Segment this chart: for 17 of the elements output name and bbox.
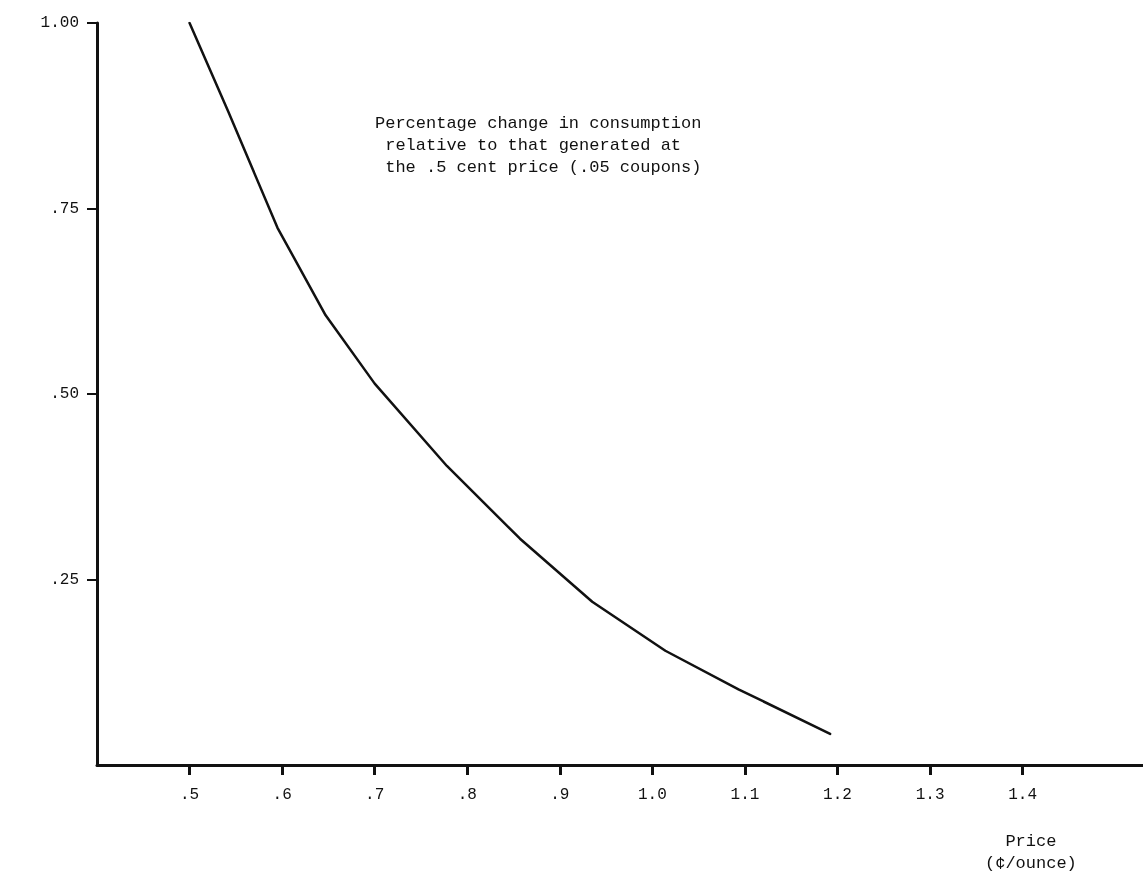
x-tick-label: 1.3 bbox=[915, 786, 945, 804]
x-axis-title: Price (¢/ounce) bbox=[984, 831, 1077, 873]
x-tick-label: .7 bbox=[365, 786, 385, 804]
line-series bbox=[188, 21, 832, 736]
x-tick-label: 1.2 bbox=[823, 786, 852, 804]
x-tick-label: .6 bbox=[272, 786, 292, 804]
x-tick-label: 1.0 bbox=[637, 786, 667, 804]
x-tick-label: .9 bbox=[550, 786, 570, 804]
y-tick-label: .50 bbox=[50, 385, 79, 403]
y-tick-label: 1.00 bbox=[40, 14, 79, 32]
y-tick-label: .75 bbox=[50, 199, 79, 218]
x-tick-label: .8 bbox=[457, 786, 477, 804]
x-tick-label: .5 bbox=[179, 786, 200, 804]
x-tick-label: 1.4 bbox=[1008, 786, 1038, 804]
x-tick-label: 1.1 bbox=[730, 786, 760, 804]
y-tick-label: .25 bbox=[50, 570, 79, 589]
annotation: Percentage change in consumption relative to that generated at the .5 cent price (.05 coupons) bbox=[375, 113, 702, 177]
